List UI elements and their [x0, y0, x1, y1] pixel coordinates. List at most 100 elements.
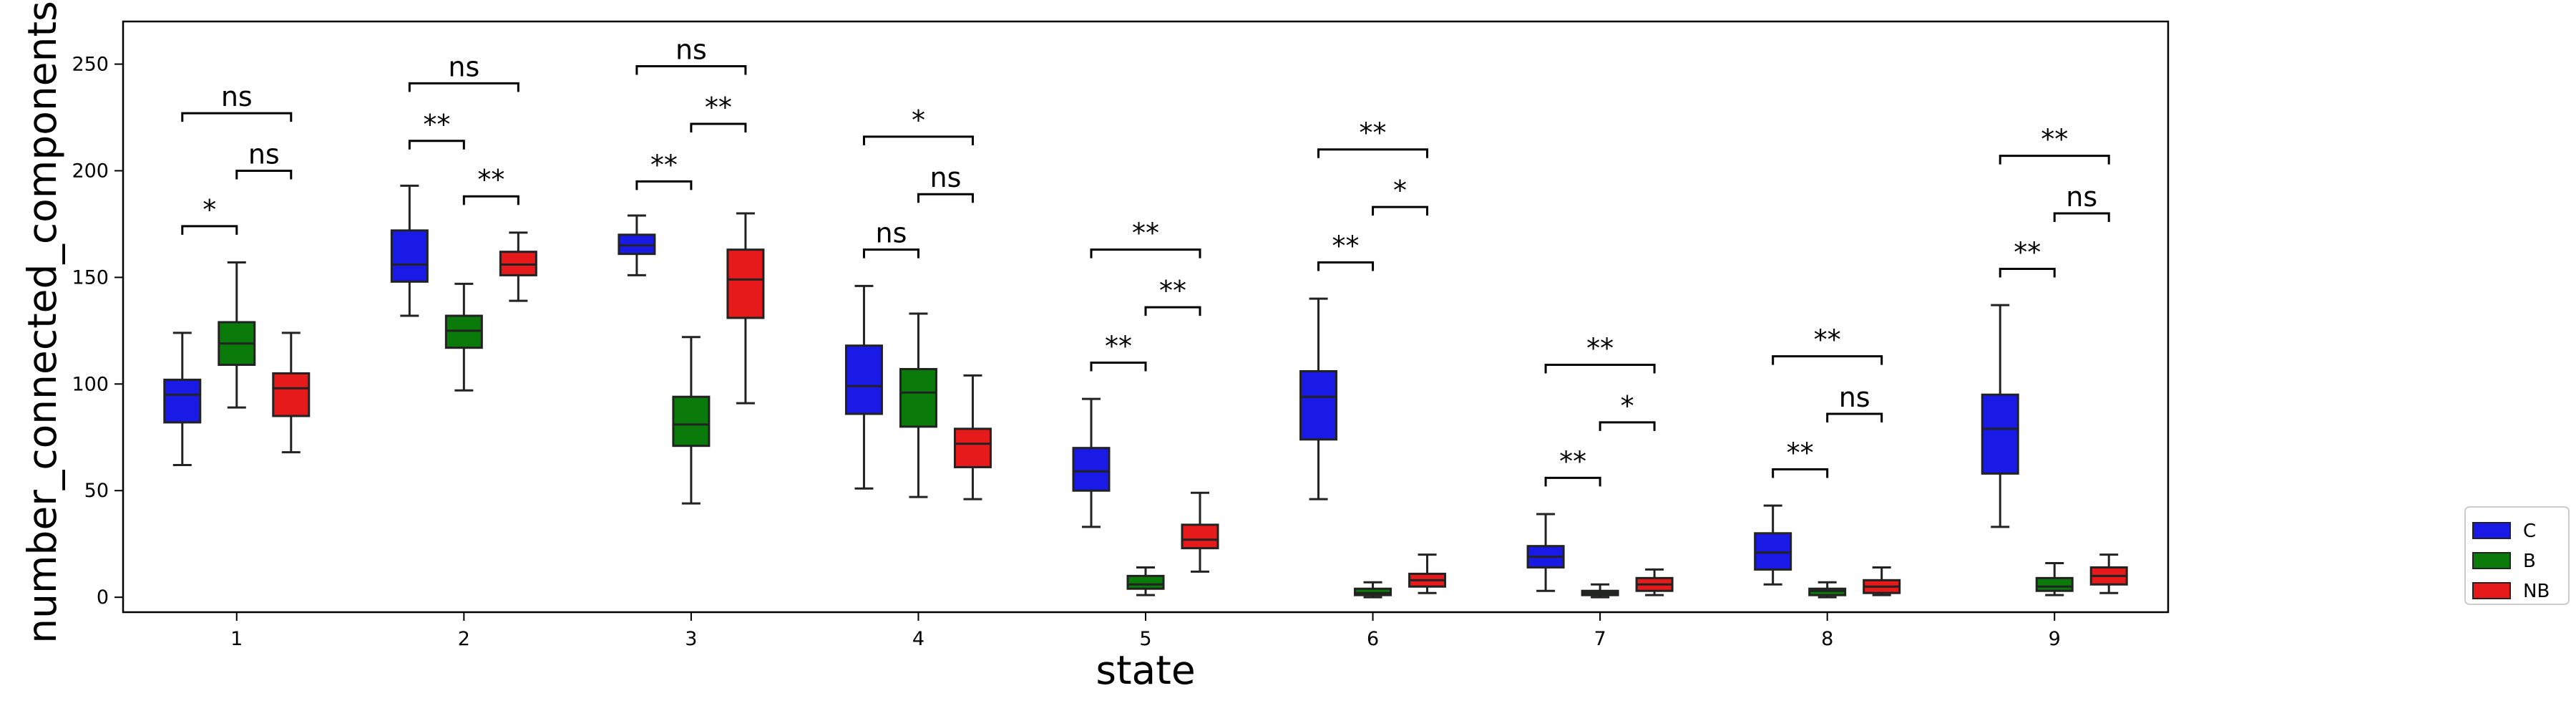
significance-bracket: ns — [917, 162, 974, 203]
y-tick-label: 0 — [97, 586, 109, 609]
box-iqr — [163, 378, 202, 424]
box-iqr — [2035, 576, 2074, 592]
bracket-line — [408, 82, 519, 92]
box-B-state-1 — [218, 261, 256, 409]
significance-bracket: ** — [635, 149, 693, 190]
legend-label-C: C — [2523, 521, 2536, 542]
box-B-state-7 — [1581, 583, 1619, 599]
significance-bracket: ns — [181, 81, 293, 122]
box-B-state-8 — [1808, 581, 1847, 599]
significance-label: * — [912, 105, 925, 136]
y-tick-label: 200 — [72, 160, 109, 182]
box-NB-state-1 — [272, 332, 311, 454]
bracket-line — [1090, 248, 1201, 258]
box-iqr — [726, 248, 765, 319]
significance-label: ns — [1839, 382, 1870, 413]
box-C-state-6 — [1299, 297, 1338, 500]
bracket-line — [181, 225, 238, 235]
box-NB-state-6 — [1408, 553, 1447, 594]
significance-label: ** — [423, 109, 450, 140]
box-iqr — [272, 372, 311, 417]
significance-label: ** — [1105, 331, 1132, 362]
significance-label: ** — [2041, 124, 2068, 155]
x-tick-label: 9 — [2049, 628, 2061, 650]
significance-bracket: ** — [408, 109, 465, 150]
box-NB-state-2 — [499, 231, 537, 302]
bracket-line — [462, 195, 519, 205]
x-tick-label: 5 — [1139, 628, 1151, 650]
significance-label: * — [203, 194, 216, 226]
box-NB-state-7 — [1635, 568, 1674, 596]
x-tick-label: 2 — [458, 628, 470, 650]
significance-bracket: ** — [1090, 218, 1201, 258]
bracket-line — [1772, 468, 1829, 478]
significance-label: ** — [1559, 445, 1586, 477]
significance-bracket: * — [862, 105, 974, 145]
legend-label-NB: NB — [2523, 581, 2550, 602]
significance-label: ** — [1787, 437, 1814, 468]
significance-label: ns — [675, 34, 707, 66]
significance-label: ns — [448, 51, 479, 82]
box-iqr — [1126, 574, 1165, 590]
box-C-state-1 — [163, 332, 202, 466]
significance-bracket: ** — [1772, 437, 1829, 478]
significance-label: ** — [1586, 333, 1614, 364]
significance-bracket: ns — [635, 34, 747, 75]
significance-label: ** — [1814, 324, 1841, 356]
bracket-line — [862, 135, 974, 145]
significance-bracket: * — [181, 194, 238, 235]
legend-label-B: B — [2523, 551, 2536, 572]
x-tick-label: 8 — [1821, 628, 1833, 650]
bracket-line — [1144, 306, 1201, 316]
significance-label: ** — [2014, 236, 2041, 268]
x-tick-label: 4 — [912, 628, 924, 650]
significance-label: ns — [248, 138, 280, 170]
box-B-state-5 — [1126, 566, 1165, 596]
significance-bracket: ** — [462, 164, 519, 205]
bracket-line — [1372, 205, 1429, 216]
bracket-line — [1544, 476, 1601, 487]
box-B-state-9 — [2035, 561, 2074, 596]
bracket-line — [1544, 364, 1656, 374]
box-NB-state-4 — [953, 374, 992, 500]
significance-bracket: ** — [690, 92, 747, 132]
significance-bracket: ns — [235, 138, 293, 180]
box-iqr — [1299, 369, 1338, 441]
significance-bracket: ** — [1144, 275, 1201, 316]
bracket-line — [1090, 362, 1147, 372]
y-tick-label: 250 — [72, 54, 109, 76]
box-B-state-6 — [1354, 581, 1392, 599]
bracket-line — [1599, 421, 1656, 431]
x-axis-label: state — [1096, 647, 1195, 693]
box-iqr — [1981, 393, 2019, 475]
significance-label: ns — [930, 162, 961, 193]
bracket-line — [1999, 267, 2056, 278]
significance-bracket: ** — [1772, 324, 1883, 365]
significance-label: ** — [1332, 231, 1360, 262]
x-tick-label: 6 — [1367, 628, 1379, 650]
box-iqr — [1181, 523, 1219, 550]
box-C-state-7 — [1526, 513, 1565, 592]
box-C-state-5 — [1072, 397, 1111, 528]
significance-bracket: ** — [1999, 236, 2056, 278]
bracket-line — [1317, 148, 1429, 158]
y-tick-label: 100 — [72, 373, 109, 395]
box-iqr — [390, 229, 429, 283]
x-tick-label: 7 — [1594, 628, 1606, 650]
significance-bracket: ns — [1826, 382, 1883, 423]
significance-bracket: * — [1599, 390, 1656, 431]
y-axis-label: number_connected_components — [19, 1, 65, 643]
bracket-line — [690, 122, 747, 132]
significance-bracket: ** — [1544, 445, 1601, 487]
bracket-line — [862, 248, 919, 258]
bracket-line — [1317, 261, 1375, 271]
box-C-state-3 — [618, 214, 656, 276]
significance-bracket: ns — [2053, 181, 2110, 223]
significance-bracket: ns — [408, 51, 519, 92]
bracket-line — [635, 180, 693, 190]
box-iqr — [899, 367, 937, 428]
significance-label: ** — [477, 164, 504, 195]
significance-bracket: ** — [1090, 331, 1147, 372]
legend-swatch-B — [2472, 552, 2511, 569]
